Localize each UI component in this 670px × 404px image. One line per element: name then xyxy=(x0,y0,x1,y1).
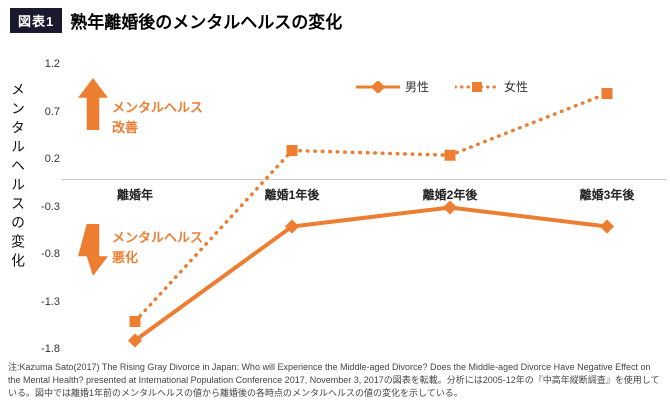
data-point-marker xyxy=(442,200,458,215)
y-tick-label: -0.3 xyxy=(41,200,60,213)
data-point-marker xyxy=(601,88,613,99)
y-tick-label: 0.2 xyxy=(44,153,60,165)
female-series-marker-icon xyxy=(455,81,500,92)
data-point-marker xyxy=(444,149,456,161)
zero-gridline xyxy=(62,179,666,180)
y-axis-title: メンタルヘルスの変化 xyxy=(10,82,26,272)
y-tick-label: -1.3 xyxy=(41,295,60,308)
data-point-marker xyxy=(284,219,300,234)
line-chart xyxy=(127,88,615,348)
x-category-label: 離婚1年後 xyxy=(264,188,320,202)
x-category-label: 離婚年 xyxy=(116,188,154,202)
series-line-女性 xyxy=(133,91,609,324)
x-category-label: 離婚2年後 xyxy=(422,188,478,202)
worsen-caption-line1: メンタルヘルス xyxy=(112,230,204,245)
series-line-男性 xyxy=(133,205,608,343)
y-tick-label: -0.8 xyxy=(41,248,60,260)
y-tick-label: -1.8 xyxy=(41,343,60,355)
y-tick-label: 0.7 xyxy=(44,105,60,118)
data-point-marker xyxy=(127,333,143,348)
data-point-marker xyxy=(129,316,141,327)
legend-label-female: 女性 xyxy=(504,80,529,94)
x-category-label: 離婚3年後 xyxy=(579,188,635,202)
data-point-marker xyxy=(599,219,615,234)
figure-header: 図表1 熟年離婚後のメンタルヘルスの変化 xyxy=(10,8,342,33)
worsen-caption-line2: 悪化 xyxy=(112,250,139,266)
improve-caption-line1: メンタルヘルス xyxy=(112,100,204,115)
legend-item-female: 女性 xyxy=(455,78,528,95)
chart-legend: 男性 女性 xyxy=(356,78,528,95)
worsen-caption: メンタルヘルス 悪化 xyxy=(112,228,203,268)
figure-badge: 図表1 xyxy=(10,8,63,33)
improve-caption: メンタルヘルス 改善 xyxy=(112,98,203,138)
source-footnote: 注:Kazuma Sato(2017) The Rising Gray Divo… xyxy=(8,362,660,399)
y-tick-label: 1.2 xyxy=(44,58,60,70)
page-title: 熟年離婚後のメンタルヘルスの変化 xyxy=(70,13,343,32)
legend-label-male: 男性 xyxy=(405,80,430,94)
improve-caption-line2: 改善 xyxy=(112,120,139,136)
legend-item-male: 男性 xyxy=(356,78,429,95)
male-series-marker-icon xyxy=(356,80,400,93)
data-point-marker xyxy=(286,145,298,156)
